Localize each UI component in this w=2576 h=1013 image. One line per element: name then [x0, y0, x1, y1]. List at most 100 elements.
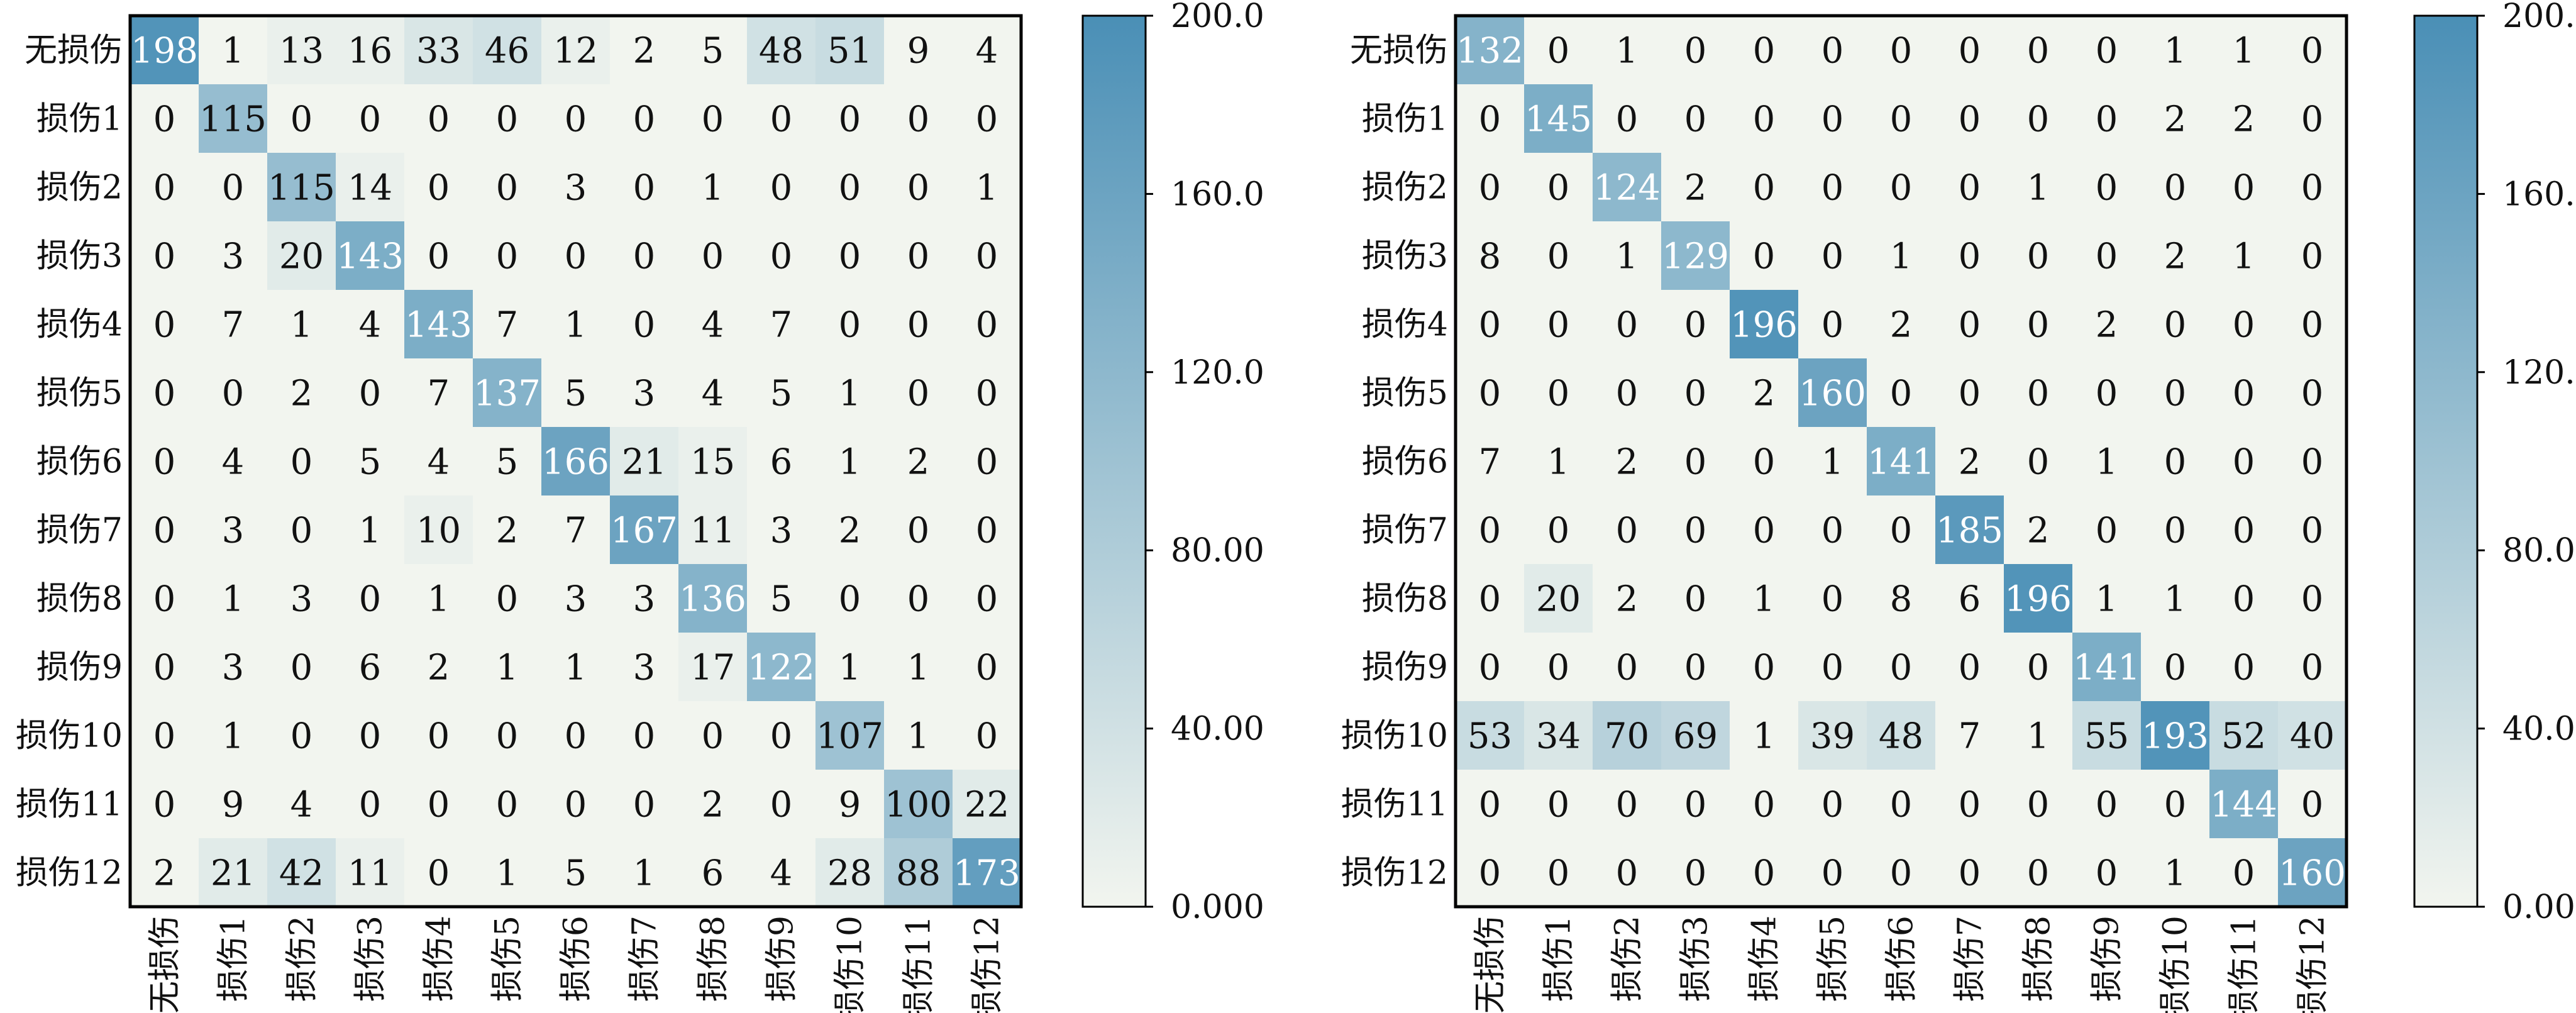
cell-value-label: 0	[1547, 236, 1570, 277]
heatmap-cell	[199, 564, 268, 633]
cell-value-label: 0	[907, 374, 930, 414]
heatmap-cell	[1524, 16, 1593, 85]
cell-value-label: 0	[770, 99, 793, 140]
cell-value-label: 2	[290, 374, 313, 414]
heatmap-cell	[2209, 770, 2279, 839]
heatmap-cell	[953, 770, 1022, 839]
heatmap-cell	[678, 495, 748, 565]
x-tick-label: 无损伤	[146, 916, 184, 1013]
cell-value-label: 1	[839, 648, 861, 689]
heatmap-cell	[815, 153, 885, 222]
cell-value-label: 0	[2301, 442, 2324, 483]
y-tick-label: 损伤3	[1362, 238, 1448, 275]
heatmap-cell	[1456, 290, 1525, 359]
heatmap-cell	[678, 564, 748, 633]
y-tick-label: 损伤2	[36, 169, 123, 207]
heatmap-cell	[267, 427, 336, 496]
heatmap-cell	[815, 564, 885, 633]
cell-value-label: 34	[1536, 716, 1581, 757]
heatmap-cell	[541, 838, 611, 907]
heatmap-cell	[404, 495, 473, 565]
heatmap-cell	[267, 358, 336, 428]
cell-value-label: 167	[611, 511, 678, 551]
cell-value-label: 0	[565, 785, 587, 826]
cell-value-label: 1	[290, 305, 313, 346]
heatmap-cell	[678, 701, 748, 770]
heatmap-cell	[1798, 564, 1867, 633]
heatmap-cell	[130, 564, 199, 633]
heatmap-cell	[610, 358, 679, 428]
heatmap-cell	[2209, 358, 2279, 428]
cell-value-label: 0	[1479, 648, 1501, 689]
cell-value-label: 0	[1616, 99, 1639, 140]
heatmap-cell	[884, 495, 953, 565]
heatmap-cell	[1593, 701, 1662, 770]
right-confusion-matrix: 132 0 1 0 0 0 0 0 0 0 1 1 00 145 0 0 0 0 0 0 0 0 2 2 00 0 124 2 0 0 0 0…	[1341, 0, 2576, 1013]
heatmap-cell	[1935, 153, 2004, 222]
heatmap-cell	[1593, 564, 1662, 633]
cell-value-label: 173	[953, 853, 1020, 894]
heatmap-cell	[953, 701, 1022, 770]
cell-value-label: 1	[565, 305, 587, 346]
heatmap-cell	[2072, 290, 2142, 359]
cell-value-label: 0	[290, 511, 313, 551]
cell-value-label: 1	[1753, 579, 1776, 620]
cell-value-label: 1	[1547, 442, 1570, 483]
heatmap-cell	[336, 564, 405, 633]
heatmap-cell	[2072, 84, 2142, 153]
cell-value-label: 107	[816, 716, 883, 757]
colorbar-tick-label: 200.0	[2502, 0, 2576, 35]
cell-value-label: 122	[748, 648, 815, 689]
heatmap-cell	[1867, 564, 1936, 633]
x-tick-label: 损伤7	[626, 916, 664, 1002]
cell-value-label: 2	[2164, 236, 2187, 277]
heatmap-cell	[199, 358, 268, 428]
heatmap-cell	[747, 358, 816, 428]
heatmap-cell	[2004, 701, 2073, 770]
x-tick-label: 损伤5	[489, 916, 527, 1002]
matrix-frame	[1454, 14, 2348, 909]
cell-value-label: 0	[153, 648, 176, 689]
heatmap-cell	[678, 221, 748, 291]
cell-value-label: 132	[1456, 31, 1523, 72]
cell-value-label: 0	[976, 236, 998, 277]
heatmap-cell	[884, 633, 953, 702]
heatmap-cell	[2004, 838, 2073, 907]
cell-value-label: 0	[2027, 648, 2050, 689]
heatmap-cell	[1661, 633, 1730, 702]
y-tick-label: 损伤1	[1362, 101, 1448, 138]
y-tick-label: 损伤7	[36, 512, 123, 550]
cell-value-label: 0	[976, 648, 998, 689]
left-confusion-matrix: 198 1 13 16 33 46 12 2 5 48 51 9 40 115 0 0 0 0 0 0 0 0 0 0 00 0 1…	[16, 0, 1264, 1013]
heatmap-cell	[130, 633, 199, 702]
cell-value-label: 0	[2301, 511, 2324, 551]
heatmap-cell	[199, 633, 268, 702]
cell-value-label: 1	[496, 853, 519, 894]
heatmap-cell	[610, 770, 679, 839]
cell-value-label: 4	[976, 31, 998, 72]
cell-value-label: 1	[702, 168, 724, 209]
heatmap-cell	[610, 290, 679, 359]
cell-value-label: 0	[290, 648, 313, 689]
heatmap-cell	[2209, 564, 2279, 633]
cell-value-label: 5	[770, 579, 793, 620]
cell-value-label: 0	[428, 236, 450, 277]
heatmap-cell	[1593, 153, 1662, 222]
cell-value-label: 0	[2027, 853, 2050, 894]
heatmap-cell	[1935, 221, 2004, 291]
heatmap-cell	[747, 290, 816, 359]
heatmap-cell	[267, 838, 336, 907]
heatmap-cell	[267, 290, 336, 359]
cell-value-label: 2	[1753, 374, 1776, 414]
heatmap-cell	[678, 290, 748, 359]
x-tick-label: 损伤6	[558, 916, 595, 1002]
heatmap-cell	[267, 701, 336, 770]
cell-value-label: 1	[2027, 716, 2050, 757]
cell-value-label: 0	[496, 716, 519, 757]
heatmap-cell	[884, 16, 953, 85]
cell-value-label: 4	[428, 442, 450, 483]
cell-value-label: 0	[1959, 648, 1981, 689]
heatmap-cell	[884, 358, 953, 428]
heatmap-cell	[1524, 84, 1593, 153]
heatmap-cell	[1593, 427, 1662, 496]
